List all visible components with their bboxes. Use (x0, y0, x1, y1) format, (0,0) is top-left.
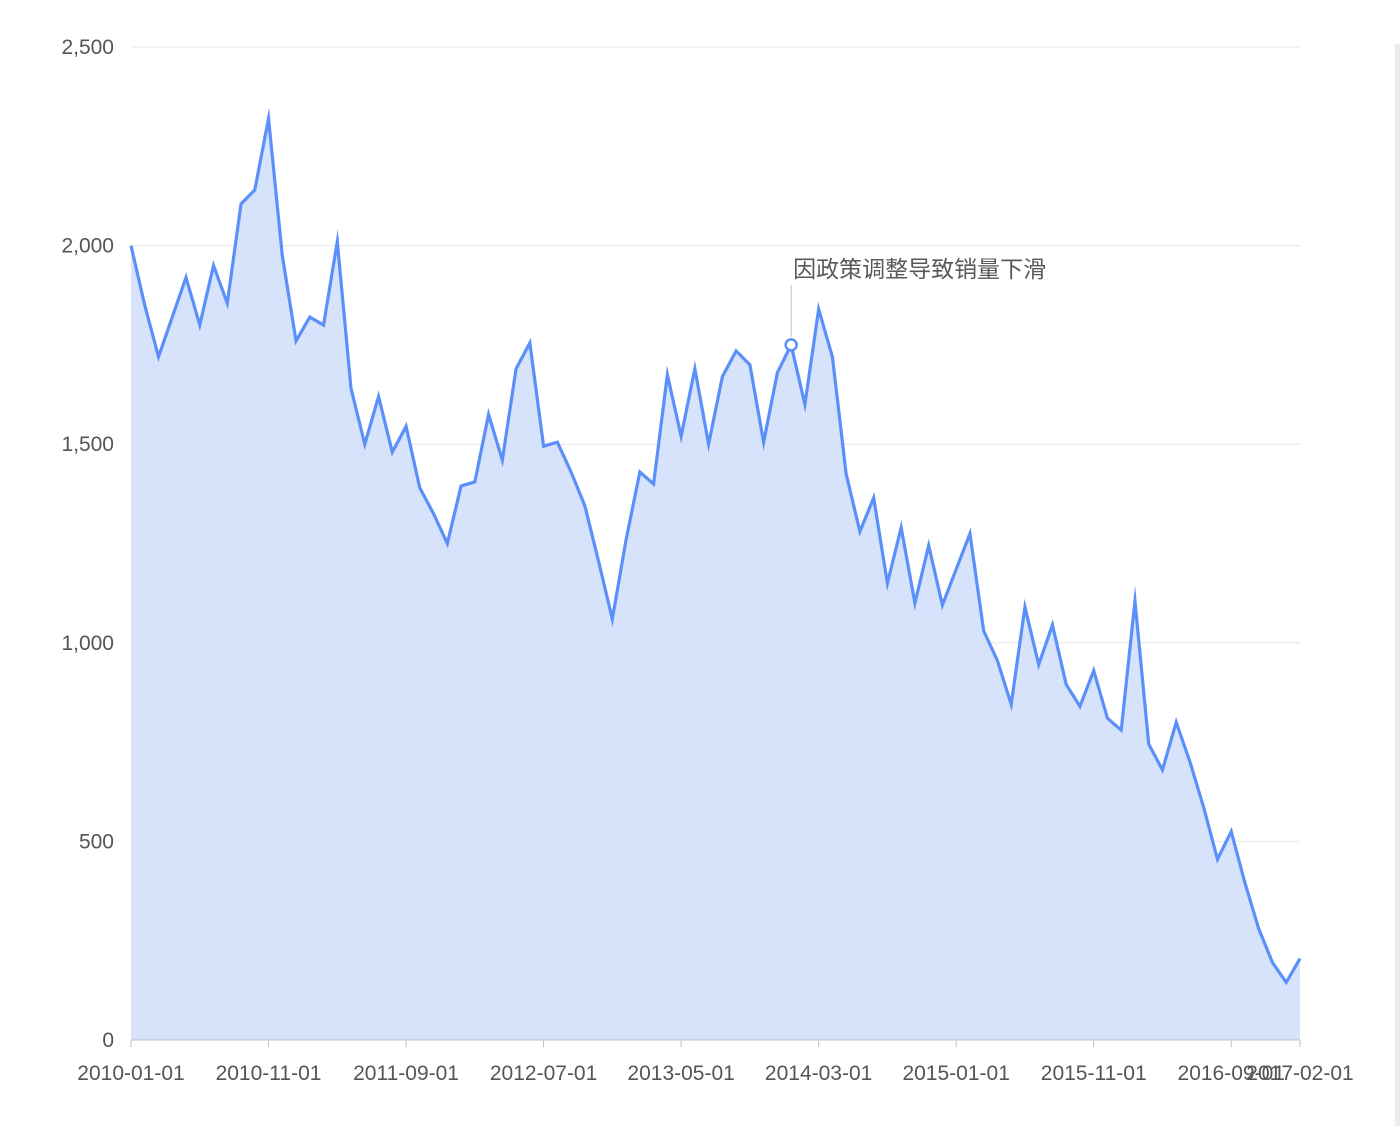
y-tick-label: 2,000 (61, 235, 114, 258)
area-fill-group (129, 107, 1302, 1040)
series-line (129, 107, 1302, 986)
annotation-point (784, 338, 798, 352)
axes (130, 1039, 1301, 1047)
x-tick-label: 2014-03-01 (765, 1062, 872, 1085)
x-tick-label: 2016-09-01 (1178, 1062, 1285, 1085)
y-tick-label: 0 (102, 1029, 114, 1052)
x-axis-tick-labels: 2010-01-01 2010-11-01 2011-09-01 2012-07-01… (77, 1062, 1353, 1085)
x-tick-label: 2015-01-01 (902, 1062, 1009, 1085)
y-tick-label: 1,500 (61, 433, 114, 456)
area-fill (131, 118, 1300, 1040)
y-axis-tick-labels: 0 500 1,000 1,500 2,000 2,500 (61, 36, 114, 1052)
x-tick-label: 2013-05-01 (627, 1062, 734, 1085)
annotation-group: 因政策调整导致销量下滑 (784, 257, 1046, 352)
right-edge-bar (1395, 44, 1400, 1126)
x-tick-label: 2010-01-01 (77, 1062, 184, 1085)
y-tick-label: 1,000 (61, 632, 114, 655)
x-tick-label: 2015-11-01 (1041, 1062, 1147, 1085)
x-tick-label: 2010-11-01 (216, 1062, 322, 1085)
y-tick-label: 2,500 (61, 36, 114, 59)
x-tick-label: 2011-09-01 (353, 1062, 459, 1085)
annotation-label: 因政策调整导致销量下滑 (793, 257, 1046, 283)
y-tick-label: 500 (79, 830, 114, 853)
x-tick-label: 2012-07-01 (490, 1062, 597, 1085)
x-tick-label: 2017-02-01 (1246, 1062, 1353, 1085)
